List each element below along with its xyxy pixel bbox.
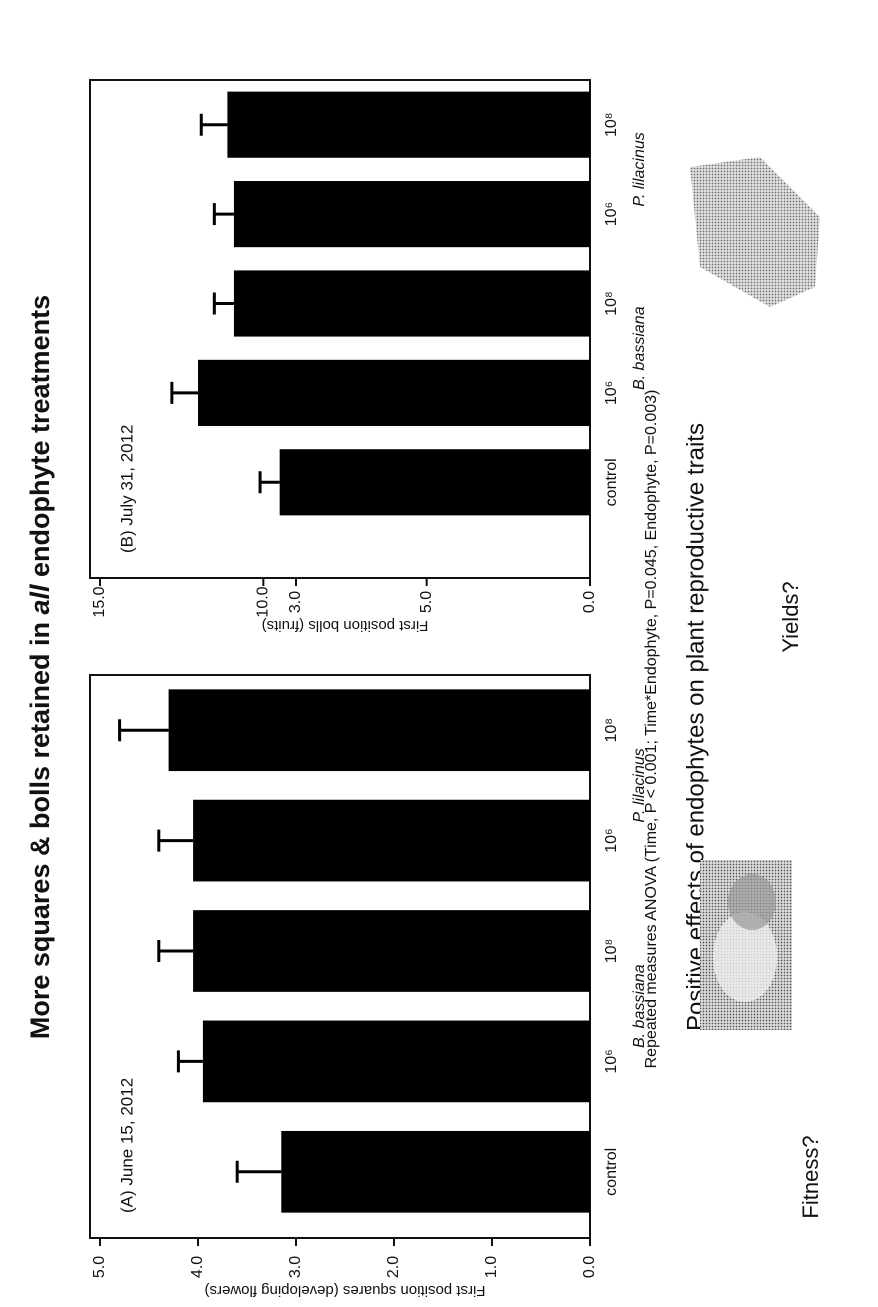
x-tick-label: 10⁶ [603,1049,620,1073]
bar [233,181,591,248]
fitness-photo [700,860,792,1030]
bar [168,689,590,772]
y-tick-label: 2.0 [385,1256,402,1278]
y-tick-label: 0.0 [581,591,598,613]
error-bar [170,381,198,404]
bar [279,449,590,516]
y-tick-label: 3.0 [287,1256,304,1278]
error-bar [157,940,194,962]
y-tick-label: 5.0 [91,1256,108,1278]
error-bar [118,719,169,742]
panel-label: (A) June 15, 2012 [117,1078,136,1213]
y-tick-label: 5.0 [418,591,435,613]
error-bar [176,1050,203,1073]
y-axis-label: First position squares (developing flowe… [205,1282,486,1299]
bar [193,799,590,882]
panel-label: (B) July 31, 2012 [117,424,136,553]
yields-photo [690,157,820,307]
error-bar [157,829,194,852]
group-label: B. bassiana [631,306,648,390]
error-bar [199,113,228,136]
caption: Fitness? [798,1135,823,1218]
x-tick-label: 10⁶ [603,828,620,852]
title-emphasis: all [25,584,55,615]
group-label: B. bassiana [631,964,648,1048]
x-tick-label: control [603,458,620,506]
error-bar [258,471,280,494]
slide-title: More squares & bolls retained in all end… [25,295,55,1039]
x-tick-label: 10⁸ [603,718,620,743]
x-tick-label: 10⁸ [603,112,620,137]
y-tick-label: 0.0 [581,1256,598,1278]
y-tick-label: 4.0 [189,1256,206,1278]
bar [233,270,591,337]
error-bar [212,292,234,315]
y-axis-label: First position bolls (fruits) [262,617,429,634]
y-tick-label: 15.0 [91,586,108,617]
rotated-slide: More squares & bolls retained in all end… [25,79,823,1299]
bar [198,359,590,426]
title-part: endophyte treatments [25,295,55,585]
bar [281,1130,590,1213]
y-tick-label: 10.0 [255,586,272,617]
bar [227,91,590,158]
error-bar [212,203,234,226]
x-tick-label: 10⁸ [603,291,620,316]
x-tick-label: control [603,1148,620,1196]
caption: Yields? [778,581,803,652]
error-bar [235,1160,282,1183]
bar [202,1020,590,1103]
x-tick-label: 10⁶ [603,202,620,226]
bar [193,910,590,992]
title-part: More squares & bolls retained in [25,614,55,1039]
x-tick-label: 10⁶ [603,381,620,405]
y-tick-label: 3.0 [287,591,304,613]
group-label: P. lilacinus [631,748,648,822]
y-tick-label: 1.0 [483,1256,500,1278]
x-tick-label: 10⁸ [603,939,620,964]
group-label: P. lilacinus [631,132,648,206]
anova-note: Repeated measures ANOVA (Time, P < 0.001… [643,390,660,1069]
